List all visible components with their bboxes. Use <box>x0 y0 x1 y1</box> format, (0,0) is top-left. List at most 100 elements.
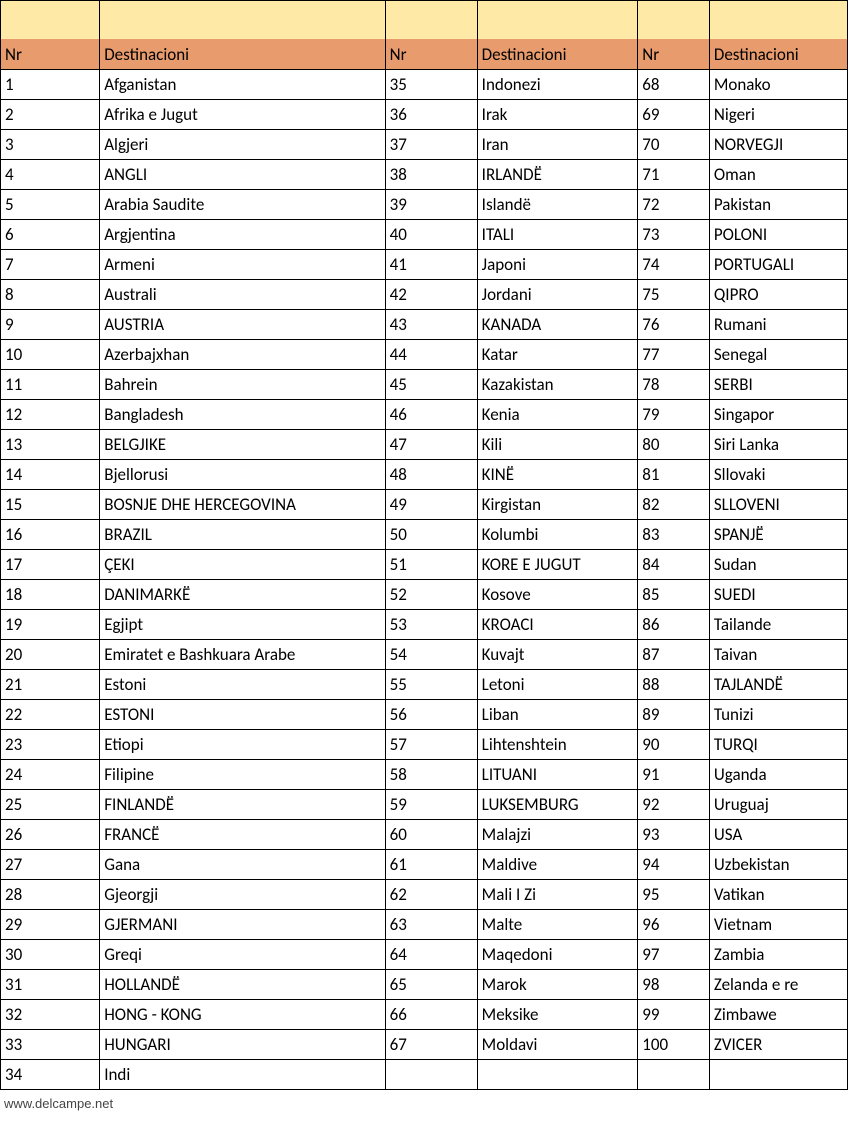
cell-dest: HUNGARI <box>100 1030 385 1060</box>
cell-nr: 35 <box>385 70 477 100</box>
cell-nr: 27 <box>1 850 100 880</box>
table-row: 34Indi <box>1 1060 848 1090</box>
cell-nr: 75 <box>638 280 710 310</box>
cell-dest: ZVICER <box>709 1030 847 1060</box>
cell-dest: Malajzi <box>477 820 638 850</box>
cell-nr: 86 <box>638 610 710 640</box>
table-row: 1Afganistan35Indonezi68Monako <box>1 70 848 100</box>
cell-dest: Kili <box>477 430 638 460</box>
cell-nr: 55 <box>385 670 477 700</box>
cell-dest: USA <box>709 820 847 850</box>
cell-nr: 14 <box>1 460 100 490</box>
cell-dest: Azerbajxhan <box>100 340 385 370</box>
cell-nr: 57 <box>385 730 477 760</box>
cell-nr: 80 <box>638 430 710 460</box>
cell-nr: 8 <box>1 280 100 310</box>
cell-dest: Sudan <box>709 550 847 580</box>
cell-dest: Kenia <box>477 400 638 430</box>
cell-nr: 53 <box>385 610 477 640</box>
cell-nr: 34 <box>1 1060 100 1090</box>
cell-nr: 10 <box>1 340 100 370</box>
cell-dest: Vatikan <box>709 880 847 910</box>
cell-nr: 40 <box>385 220 477 250</box>
header-dest-1: Destinacioni <box>100 39 385 70</box>
cell-nr: 68 <box>638 70 710 100</box>
cell-dest: Senegal <box>709 340 847 370</box>
cell-nr: 24 <box>1 760 100 790</box>
cell-dest: IRLANDË <box>477 160 638 190</box>
table-row: 7Armeni41Japoni74PORTUGALI <box>1 250 848 280</box>
cell-dest: KINË <box>477 460 638 490</box>
cell-dest: FINLANDË <box>100 790 385 820</box>
destinations-table: Nr Destinacioni Nr Destinacioni Nr Desti… <box>0 0 848 1090</box>
cell-nr: 67 <box>385 1030 477 1060</box>
cell-nr: 84 <box>638 550 710 580</box>
table-row: 12Bangladesh46Kenia79Singapor <box>1 400 848 430</box>
cell-nr: 85 <box>638 580 710 610</box>
cell-nr: 56 <box>385 700 477 730</box>
cell-dest: BRAZIL <box>100 520 385 550</box>
cell-dest: SLLOVENI <box>709 490 847 520</box>
header-nr-1: Nr <box>1 39 100 70</box>
cell-nr: 50 <box>385 520 477 550</box>
cell-nr: 15 <box>1 490 100 520</box>
table-row: 20Emiratet e Bashkuara Arabe54Kuvajt87Ta… <box>1 640 848 670</box>
cell-nr: 92 <box>638 790 710 820</box>
table-row: 14Bjellorusi48KINË81Sllovaki <box>1 460 848 490</box>
cell-dest: Afrika e Jugut <box>100 100 385 130</box>
cell-nr: 70 <box>638 130 710 160</box>
cell-nr: 95 <box>638 880 710 910</box>
cell-nr: 7 <box>1 250 100 280</box>
cell-nr: 16 <box>1 520 100 550</box>
cell-nr: 90 <box>638 730 710 760</box>
cell-dest: Gjeorgji <box>100 880 385 910</box>
cell-nr: 89 <box>638 700 710 730</box>
cell-dest: Lihtenshtein <box>477 730 638 760</box>
table-row: 24Filipine58LITUANI91Uganda <box>1 760 848 790</box>
cell-nr: 74 <box>638 250 710 280</box>
spacer-cell <box>709 1 847 40</box>
cell-dest: POLONI <box>709 220 847 250</box>
cell-nr: 38 <box>385 160 477 190</box>
cell-nr: 98 <box>638 970 710 1000</box>
cell-dest: Algjeri <box>100 130 385 160</box>
cell-nr: 71 <box>638 160 710 190</box>
cell-dest: Vietnam <box>709 910 847 940</box>
cell-dest: Indi <box>100 1060 385 1090</box>
cell-dest <box>709 1060 847 1090</box>
cell-dest: QIPRO <box>709 280 847 310</box>
cell-nr: 99 <box>638 1000 710 1030</box>
cell-nr: 18 <box>1 580 100 610</box>
cell-dest: Egjipt <box>100 610 385 640</box>
table-row: 16BRAZIL50Kolumbi83SPANJË <box>1 520 848 550</box>
cell-dest: Pakistan <box>709 190 847 220</box>
cell-dest: Islandë <box>477 190 638 220</box>
cell-nr: 63 <box>385 910 477 940</box>
cell-nr: 97 <box>638 940 710 970</box>
table-row: 5Arabia Saudite39Islandë72Pakistan <box>1 190 848 220</box>
cell-dest: BOSNJE DHE HERCEGOVINA <box>100 490 385 520</box>
cell-dest: Mali I Zi <box>477 880 638 910</box>
cell-dest: AUSTRIA <box>100 310 385 340</box>
cell-nr: 61 <box>385 850 477 880</box>
cell-nr: 96 <box>638 910 710 940</box>
cell-nr: 2 <box>1 100 100 130</box>
cell-dest: SERBI <box>709 370 847 400</box>
cell-dest: ANGLI <box>100 160 385 190</box>
cell-nr: 31 <box>1 970 100 1000</box>
cell-dest: Armeni <box>100 250 385 280</box>
cell-dest: Argjentina <box>100 220 385 250</box>
cell-nr: 66 <box>385 1000 477 1030</box>
table-row: 11Bahrein45Kazakistan78SERBI <box>1 370 848 400</box>
table-row: 32HONG - KONG66Meksike99Zimbawe <box>1 1000 848 1030</box>
cell-nr: 91 <box>638 760 710 790</box>
cell-nr: 30 <box>1 940 100 970</box>
footer-link: www.delcampe.net <box>0 1090 848 1117</box>
cell-dest: Siri Lanka <box>709 430 847 460</box>
cell-nr: 64 <box>385 940 477 970</box>
cell-dest: Sllovaki <box>709 460 847 490</box>
cell-dest: Tailande <box>709 610 847 640</box>
cell-nr: 62 <box>385 880 477 910</box>
cell-nr: 21 <box>1 670 100 700</box>
cell-dest: Uruguaj <box>709 790 847 820</box>
